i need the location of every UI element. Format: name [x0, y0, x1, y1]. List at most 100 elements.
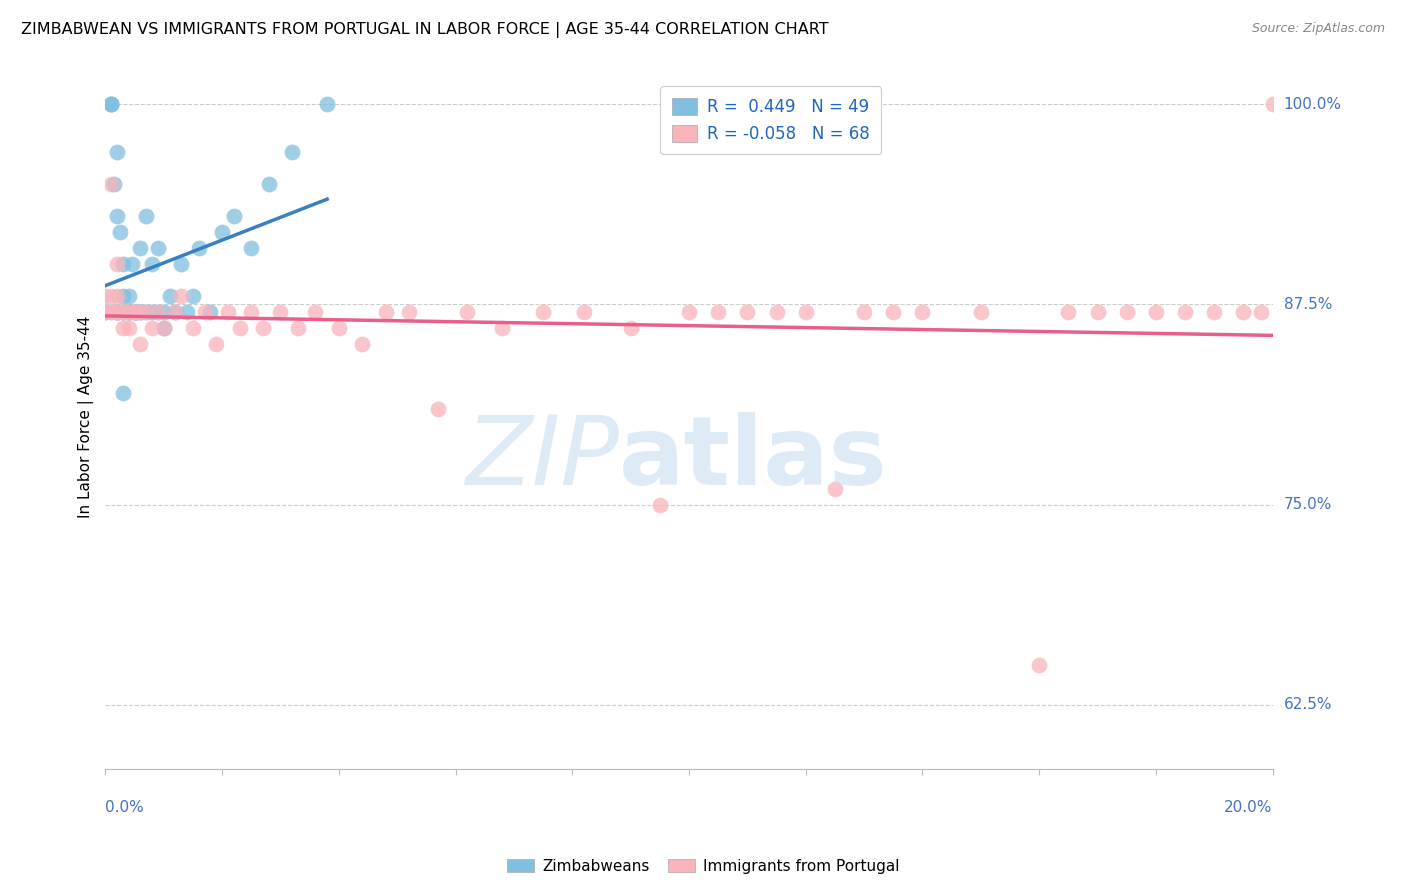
Point [100, 97, 122, 112]
Point [1087, 305, 1109, 319]
Point [124, 305, 146, 319]
Point [152, 305, 174, 319]
Point [129, 337, 152, 351]
Point [240, 305, 263, 319]
Point [100, 305, 122, 319]
Point [159, 289, 181, 303]
Point [240, 241, 263, 255]
Point [398, 305, 420, 319]
Point [181, 289, 204, 303]
Point [205, 337, 228, 351]
Point [141, 305, 163, 319]
Point [882, 305, 904, 319]
Point [707, 305, 730, 319]
Point [352, 337, 374, 351]
Point [257, 178, 280, 192]
Point [114, 305, 136, 319]
Point [794, 305, 817, 319]
Point [152, 321, 174, 335]
Point [200, 305, 222, 319]
Point [252, 321, 274, 335]
Point [124, 305, 146, 319]
Point [111, 305, 134, 319]
Point [124, 305, 146, 319]
Point [141, 257, 163, 271]
Point [765, 305, 787, 319]
Point [105, 145, 128, 160]
Point [118, 305, 141, 319]
Point [105, 305, 128, 319]
Point [111, 385, 134, 400]
Point [328, 321, 350, 335]
Point [121, 257, 143, 271]
Point [129, 305, 152, 319]
Point [853, 305, 876, 319]
Point [970, 305, 993, 319]
Point [111, 305, 134, 319]
Point [118, 321, 141, 335]
Point [129, 305, 152, 319]
Point [211, 225, 233, 239]
Point [1232, 305, 1254, 319]
Point [1028, 657, 1050, 672]
Point [1174, 305, 1197, 319]
Point [181, 321, 204, 335]
Point [572, 305, 595, 319]
Point [228, 321, 250, 335]
Point [1204, 305, 1226, 319]
Point [165, 305, 187, 319]
Point [111, 305, 134, 319]
Point [824, 482, 846, 496]
Point [118, 289, 141, 303]
Point [146, 305, 169, 319]
Point [176, 305, 198, 319]
Point [531, 305, 554, 319]
Point [217, 305, 239, 319]
Y-axis label: In Labor Force | Age 35-44: In Labor Force | Age 35-44 [79, 316, 94, 517]
Text: 20.0%: 20.0% [1225, 799, 1272, 814]
Point [118, 305, 141, 319]
Legend: R =  0.449   N = 49, R = -0.058   N = 68: R = 0.449 N = 49, R = -0.058 N = 68 [661, 87, 882, 154]
Point [118, 305, 141, 319]
Point [170, 289, 193, 303]
Point [105, 209, 128, 223]
Point [287, 321, 309, 335]
Text: Source: ZipAtlas.com: Source: ZipAtlas.com [1251, 22, 1385, 36]
Text: 75.0%: 75.0% [1284, 497, 1331, 512]
Point [135, 305, 157, 319]
Point [94, 305, 117, 319]
Point [1144, 305, 1167, 319]
Point [129, 305, 152, 319]
Point [135, 305, 157, 319]
Point [94, 289, 117, 303]
Point [100, 305, 122, 319]
Point [152, 321, 174, 335]
Point [108, 225, 131, 239]
Point [105, 305, 128, 319]
Text: 87.5%: 87.5% [1284, 297, 1331, 312]
Point [304, 305, 326, 319]
Point [1261, 97, 1284, 112]
Point [135, 209, 157, 223]
Point [111, 321, 134, 335]
Text: 62.5%: 62.5% [1284, 698, 1333, 713]
Point [194, 305, 217, 319]
Point [111, 289, 134, 303]
Point [111, 257, 134, 271]
Point [105, 305, 128, 319]
Point [105, 289, 128, 303]
Point [648, 498, 671, 512]
Point [100, 97, 122, 112]
Point [124, 305, 146, 319]
Text: atlas: atlas [619, 412, 887, 506]
Point [456, 305, 478, 319]
Point [316, 97, 339, 112]
Point [94, 305, 117, 319]
Point [427, 401, 450, 416]
Point [105, 257, 128, 271]
Legend: Zimbabweans, Immigrants from Portugal: Zimbabweans, Immigrants from Portugal [501, 853, 905, 880]
Text: 100.0%: 100.0% [1284, 96, 1341, 112]
Point [103, 178, 125, 192]
Point [146, 305, 169, 319]
Point [111, 305, 134, 319]
